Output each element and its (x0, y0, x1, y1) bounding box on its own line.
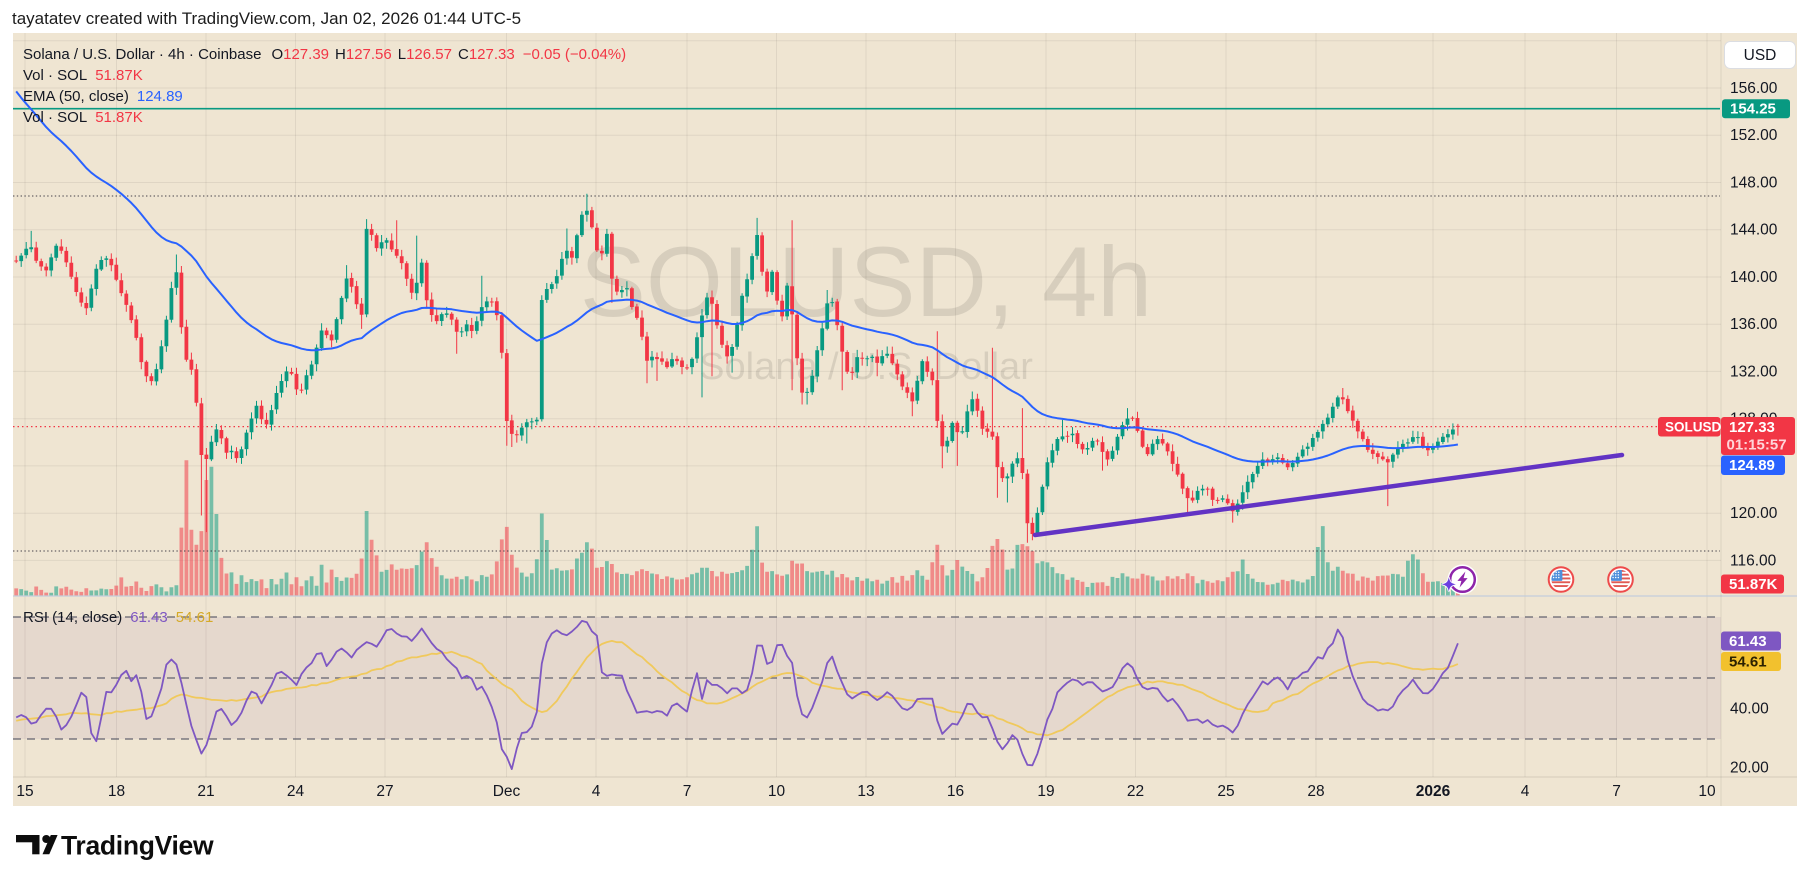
svg-text:124.89: 124.89 (1729, 457, 1775, 474)
svg-text:Solana / U.S. Dollar · 4h · Co: Solana / U.S. Dollar · 4h · Coinbase O127… (23, 46, 626, 63)
svg-text:156.00: 156.00 (1730, 80, 1778, 97)
svg-text:61.43: 61.43 (1729, 633, 1767, 650)
svg-text:7: 7 (1612, 783, 1621, 800)
svg-text:116.00: 116.00 (1730, 552, 1777, 569)
svg-text:27: 27 (376, 783, 393, 800)
svg-text:2026: 2026 (1416, 783, 1451, 800)
svg-text:SOLUSD, 4h: SOLUSD, 4h (580, 226, 1152, 337)
svg-text:Solana / U.S. Dollar: Solana / U.S. Dollar (699, 346, 1033, 388)
svg-text:tayatatev created with Trading: tayatatev created with TradingView.com, … (12, 9, 521, 28)
svg-text:24: 24 (287, 783, 305, 800)
svg-text:4: 4 (1521, 783, 1530, 800)
svg-text:140.00: 140.00 (1730, 269, 1778, 286)
svg-text:154.25: 154.25 (1730, 101, 1776, 118)
svg-text:TradingView: TradingView (61, 831, 214, 861)
svg-text:EMA (50, close)124.89: EMA (50, close) 124.89 (23, 88, 183, 105)
svg-text:51.87K: 51.87K (1729, 576, 1778, 593)
svg-text:40.00: 40.00 (1730, 701, 1769, 718)
svg-text:25: 25 (1217, 783, 1234, 800)
svg-text:13: 13 (857, 783, 874, 800)
svg-text:132.00: 132.00 (1730, 363, 1778, 380)
svg-text:4: 4 (592, 783, 601, 800)
svg-text:15: 15 (16, 783, 33, 800)
svg-text:148.00: 148.00 (1730, 175, 1778, 192)
svg-text:10: 10 (768, 783, 786, 800)
svg-text:22: 22 (1127, 783, 1144, 800)
svg-text:21: 21 (197, 783, 214, 800)
svg-text:127.33: 127.33 (1729, 419, 1775, 436)
svg-text:28: 28 (1307, 783, 1324, 800)
svg-text:20.00: 20.00 (1730, 760, 1769, 777)
svg-text:18: 18 (108, 783, 125, 800)
svg-text:7: 7 (683, 783, 692, 800)
svg-text:01:15:57: 01:15:57 (1727, 437, 1787, 454)
svg-text:SOLUSD: SOLUSD (1665, 420, 1722, 435)
svg-text:120.00: 120.00 (1730, 505, 1778, 522)
svg-text:16: 16 (947, 783, 964, 800)
svg-text:10: 10 (1698, 783, 1716, 800)
svg-text:USD: USD (1744, 47, 1777, 64)
svg-text:144.00: 144.00 (1730, 222, 1778, 239)
svg-text:54.61: 54.61 (1729, 654, 1767, 671)
svg-text:Dec: Dec (493, 783, 521, 800)
svg-text:152.00: 152.00 (1730, 127, 1778, 144)
svg-text:19: 19 (1037, 783, 1054, 800)
svg-text:136.00: 136.00 (1730, 316, 1778, 333)
